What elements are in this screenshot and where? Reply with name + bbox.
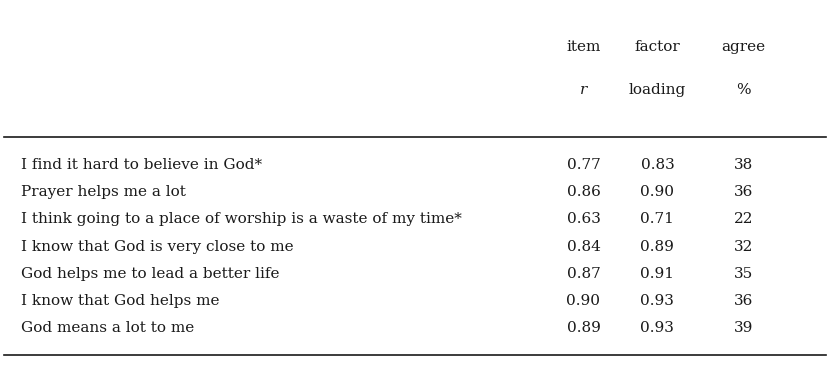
Text: 0.87: 0.87 <box>567 267 600 281</box>
Text: item: item <box>566 40 601 54</box>
Text: I find it hard to believe in God*: I find it hard to believe in God* <box>21 158 261 172</box>
Text: 0.71: 0.71 <box>641 213 674 227</box>
Text: factor: factor <box>634 40 681 54</box>
Text: 22: 22 <box>734 213 754 227</box>
Text: 0.91: 0.91 <box>641 267 675 281</box>
Text: r: r <box>580 83 587 97</box>
Text: loading: loading <box>629 83 686 97</box>
Text: I know that God helps me: I know that God helps me <box>21 294 219 308</box>
Text: 0.63: 0.63 <box>567 213 600 227</box>
Text: 0.93: 0.93 <box>641 294 674 308</box>
Text: 0.83: 0.83 <box>641 158 674 172</box>
Text: 35: 35 <box>734 267 754 281</box>
Text: 32: 32 <box>734 240 754 254</box>
Text: 0.89: 0.89 <box>567 321 600 335</box>
Text: 36: 36 <box>734 185 754 199</box>
Text: 0.90: 0.90 <box>641 185 675 199</box>
Text: agree: agree <box>721 40 766 54</box>
Text: %: % <box>736 83 751 97</box>
Text: God means a lot to me: God means a lot to me <box>21 321 194 335</box>
Text: 0.89: 0.89 <box>641 240 674 254</box>
Text: I know that God is very close to me: I know that God is very close to me <box>21 240 293 254</box>
Text: 0.77: 0.77 <box>567 158 600 172</box>
Text: 38: 38 <box>734 158 754 172</box>
Text: 0.84: 0.84 <box>567 240 600 254</box>
Text: God helps me to lead a better life: God helps me to lead a better life <box>21 267 279 281</box>
Text: 39: 39 <box>734 321 754 335</box>
Text: 36: 36 <box>734 294 754 308</box>
Text: Prayer helps me a lot: Prayer helps me a lot <box>21 185 185 199</box>
Text: 0.90: 0.90 <box>566 294 600 308</box>
Text: I think going to a place of worship is a waste of my time*: I think going to a place of worship is a… <box>21 213 461 227</box>
Text: 0.86: 0.86 <box>567 185 600 199</box>
Text: 0.93: 0.93 <box>641 321 674 335</box>
